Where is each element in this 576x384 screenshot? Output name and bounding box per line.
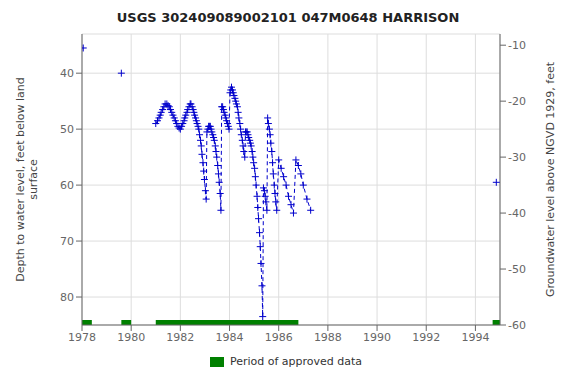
svg-text:1992: 1992 — [412, 331, 440, 344]
svg-text:Groundwater level above NGVD 1: Groundwater level above NGVD 1929, feet — [544, 61, 557, 297]
svg-text:40: 40 — [60, 67, 74, 80]
svg-text:1994: 1994 — [461, 331, 489, 344]
svg-text:-30: -30 — [508, 151, 526, 164]
svg-text:-20: -20 — [508, 95, 526, 108]
svg-text:60: 60 — [60, 179, 74, 192]
svg-text:1978: 1978 — [68, 331, 96, 344]
svg-text:-50: -50 — [508, 263, 526, 276]
svg-text:80: 80 — [60, 291, 74, 304]
svg-text:Depth to water level, feet bel: Depth to water level, feet below landsur… — [13, 77, 39, 282]
svg-text:-60: -60 — [508, 319, 526, 332]
svg-text:-40: -40 — [508, 207, 526, 220]
svg-text:1982: 1982 — [166, 331, 194, 344]
svg-text:1984: 1984 — [216, 331, 244, 344]
svg-text:1986: 1986 — [265, 331, 293, 344]
svg-text:1980: 1980 — [117, 331, 145, 344]
svg-text:50: 50 — [60, 123, 74, 136]
svg-text:-10: -10 — [508, 39, 526, 52]
html-text:USGS 302409089002101 047M0648: USGS 302409089002101 047M0648 HARRISON — [116, 10, 460, 25]
svg-text:1990: 1990 — [363, 331, 391, 344]
html-text:Period of approved data: Period of approved data — [229, 355, 363, 368]
svg-text:70: 70 — [60, 235, 74, 248]
svg-text:1988: 1988 — [314, 331, 342, 344]
